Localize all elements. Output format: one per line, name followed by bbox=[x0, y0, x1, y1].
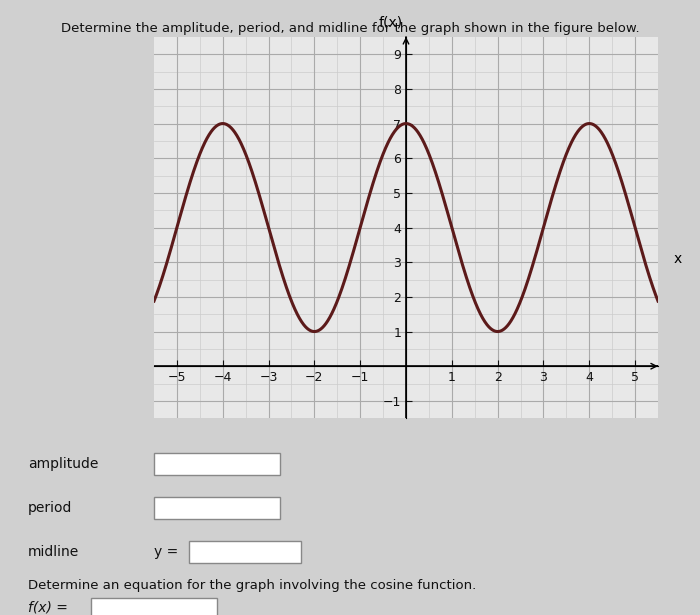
Text: f(x) =: f(x) = bbox=[28, 601, 68, 614]
FancyBboxPatch shape bbox=[154, 453, 280, 475]
Text: midline: midline bbox=[28, 546, 79, 559]
FancyBboxPatch shape bbox=[91, 598, 217, 615]
Y-axis label: f(x): f(x) bbox=[379, 15, 403, 30]
Text: period: period bbox=[28, 501, 72, 515]
Text: Determine the amplitude, period, and midline for the graph shown in the figure b: Determine the amplitude, period, and mid… bbox=[61, 22, 639, 34]
FancyBboxPatch shape bbox=[189, 541, 301, 563]
Text: amplitude: amplitude bbox=[28, 457, 99, 470]
Text: Determine an equation for the graph involving the cosine function.: Determine an equation for the graph invo… bbox=[28, 579, 476, 592]
X-axis label: x: x bbox=[674, 252, 682, 266]
FancyBboxPatch shape bbox=[154, 497, 280, 519]
Text: y =: y = bbox=[154, 546, 178, 559]
